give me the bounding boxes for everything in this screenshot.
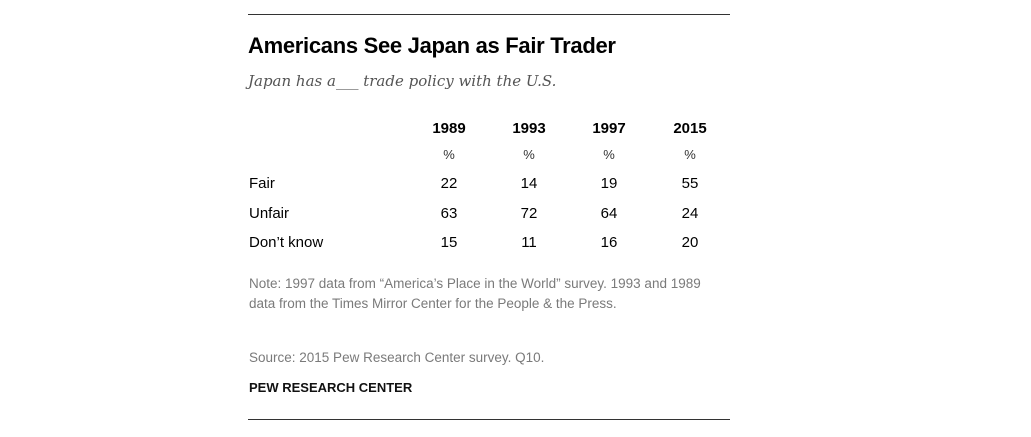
row-label-fair: Fair [249, 175, 275, 192]
cell-don-t-know-2015: 20 [681, 234, 699, 251]
bottom-rule [248, 419, 730, 420]
cell-unfair-1993: 72 [520, 205, 538, 222]
cell-unfair-2015: 24 [681, 205, 699, 222]
row-label-unfair: Unfair [249, 205, 290, 222]
column-header-1993: 1993 [512, 120, 546, 137]
column-unit-1989: % [443, 147, 455, 162]
cell-unfair-1997: 64 [600, 205, 618, 222]
column-header-2015: 2015 [673, 120, 707, 137]
top-rule [248, 14, 730, 15]
chart-title: Americans See Japan as Fair Trader [248, 33, 616, 58]
chart-note: Note: 1997 data from “America’s Place in… [249, 276, 701, 311]
chart-credit: PEW RESEARCH CENTER [249, 380, 413, 395]
row-label-don-t-know: Don’t know [249, 234, 324, 251]
column-header-1997: 1997 [592, 120, 626, 137]
cell-don-t-know-1997: 16 [600, 234, 618, 251]
cell-fair-1993: 14 [520, 175, 538, 192]
cell-unfair-1989: 63 [440, 205, 458, 222]
column-unit-1997: % [603, 147, 615, 162]
chart-subtitle: Japan has a___ trade policy with the U.S… [248, 72, 557, 90]
cell-don-t-know-1993: 11 [521, 234, 537, 251]
chart-source: Source: 2015 Pew Research Center survey.… [249, 350, 545, 365]
column-header-1989: 1989 [432, 120, 466, 137]
cell-don-t-know-1989: 15 [440, 234, 458, 251]
column-unit-1993: % [523, 147, 535, 162]
column-unit-2015: % [684, 147, 696, 162]
cell-fair-2015: 55 [681, 175, 699, 192]
cell-fair-1989: 22 [440, 175, 458, 192]
cell-fair-1997: 19 [600, 175, 618, 192]
